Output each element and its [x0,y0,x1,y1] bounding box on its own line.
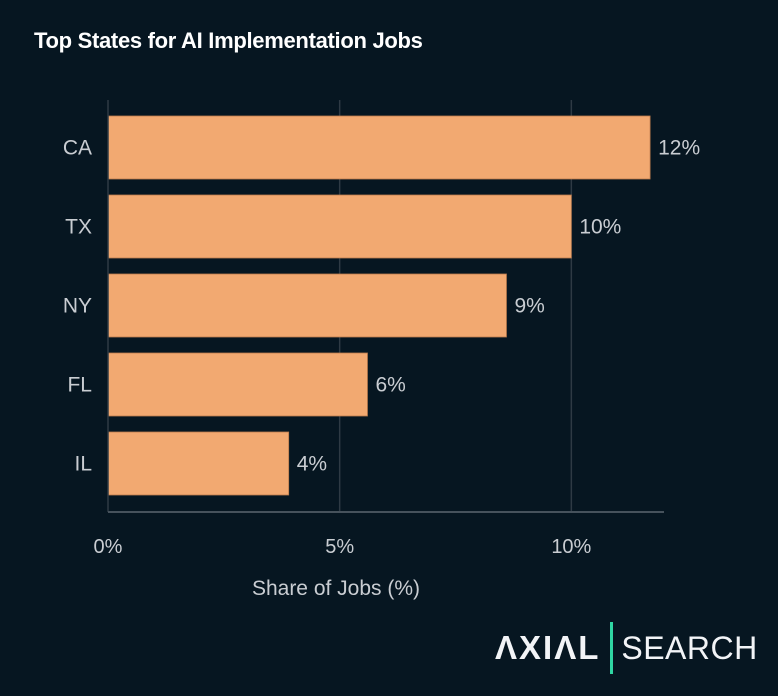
y-tick-label: IL [74,453,92,476]
bar-fl [107,352,368,417]
bar-ca [107,115,651,180]
y-tick-label: FL [67,374,92,397]
chart-title: Top States for AI Implementation Jobs [34,28,423,53]
y-tick-label: TX [65,216,92,239]
bar-tx [107,194,572,259]
bar-il [107,431,290,496]
data-label: 4% [297,453,327,476]
logo-divider [610,622,614,674]
x-axis-title: Share of Jobs (%) [252,577,420,600]
x-tick-label: 5% [325,536,354,558]
x-tick-label: 0% [94,536,123,558]
data-label: 10% [579,216,621,239]
logo-axial-text: ΛXIΛL [495,629,601,666]
bar-ny [107,273,507,338]
y-tick-label: CA [63,137,92,160]
data-label: 12% [658,137,700,160]
data-label: 9% [514,295,544,318]
axial-search-logo: ΛXIΛL SEARCH [495,622,758,674]
x-tick-label: 10% [551,536,591,558]
data-label: 6% [375,374,405,397]
y-tick-label: NY [63,295,92,318]
logo-search-text: SEARCH [621,629,758,666]
